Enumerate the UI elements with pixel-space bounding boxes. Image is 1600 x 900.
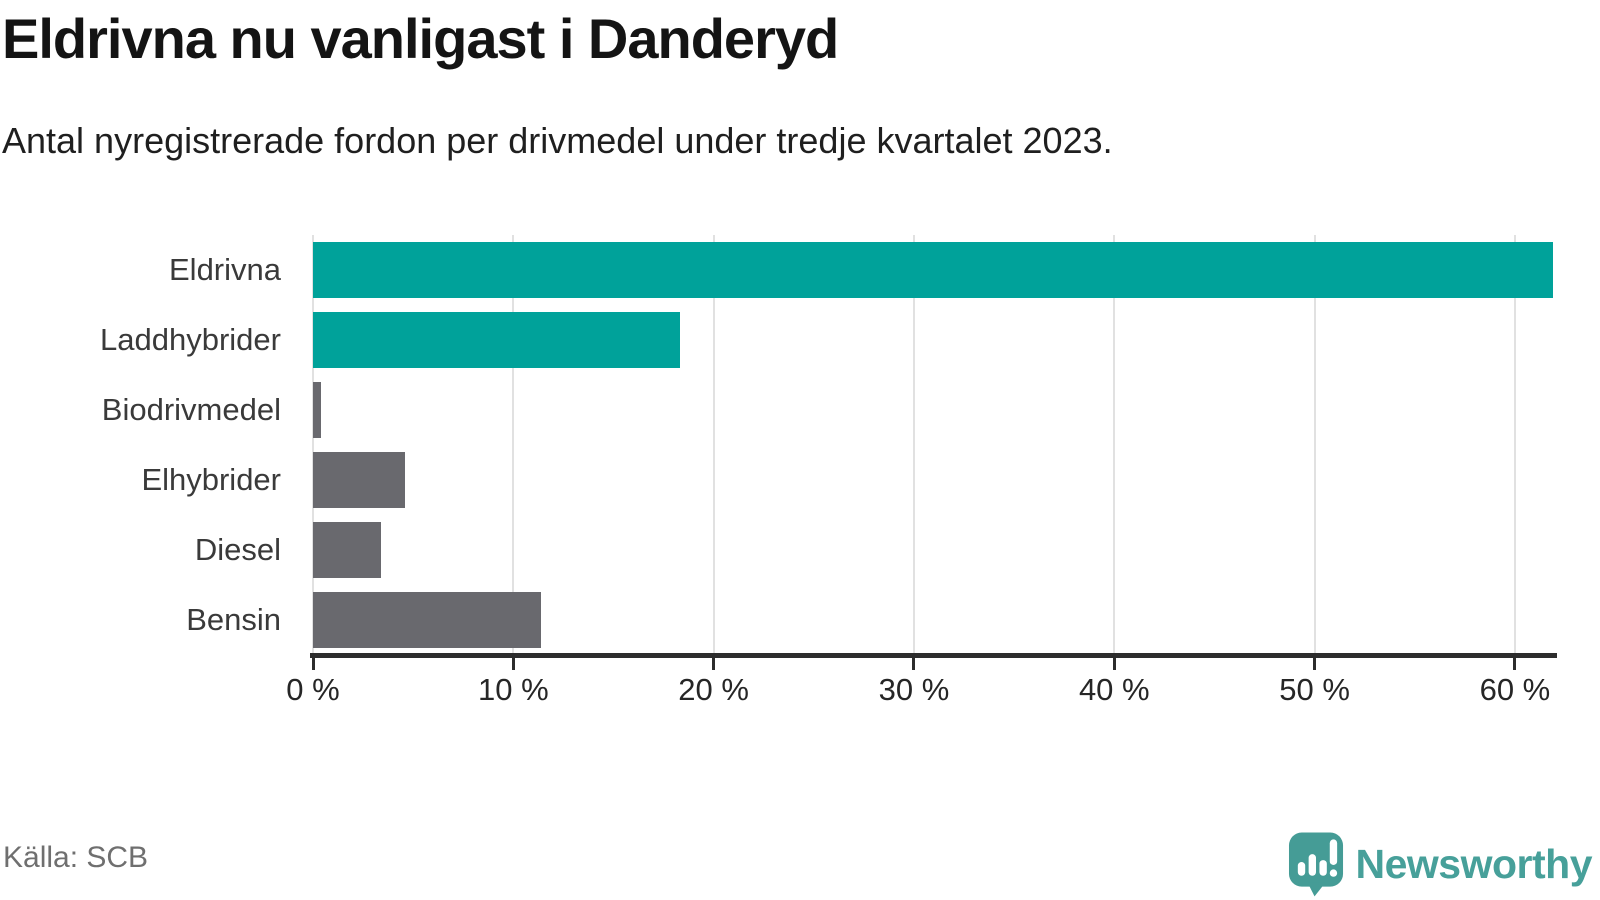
newsworthy-logo-text: Newsworthy bbox=[1355, 840, 1593, 887]
x-tickmark-40 bbox=[1112, 658, 1116, 670]
x-axis: 0 % 10 % 20 % 30 % 40 % 50 % 60 % bbox=[286, 658, 1555, 718]
category-label-eldrivna: Eldrivna bbox=[169, 252, 281, 287]
newsworthy-logo: Newsworthy bbox=[1288, 831, 1593, 897]
plot-area bbox=[312, 235, 1555, 655]
category-label-diesel: Diesel bbox=[194, 532, 281, 567]
x-tickmark-0 bbox=[311, 658, 315, 670]
x-tickmark-50 bbox=[1313, 658, 1317, 670]
gridline-30 bbox=[912, 235, 915, 655]
x-tick-label-0: 0 % bbox=[286, 672, 340, 707]
bar-bensin bbox=[313, 592, 542, 648]
x-tick-label-60: 60 % bbox=[1479, 672, 1551, 707]
x-tickmark-60 bbox=[1513, 658, 1517, 670]
gridline-0 bbox=[312, 235, 314, 655]
x-axis-line bbox=[310, 653, 1557, 658]
newsworthy-logo-icon bbox=[1288, 832, 1343, 897]
x-tick-label-10: 10 % bbox=[477, 672, 549, 707]
chart-title: Eldrivna nu vanligast i Danderyd bbox=[2, 7, 839, 70]
x-tick-label-40: 40 % bbox=[1078, 672, 1150, 707]
gridline-60 bbox=[1513, 235, 1516, 655]
gridline-20 bbox=[712, 235, 715, 655]
source-text: Källa: SCB bbox=[3, 841, 149, 874]
category-label-laddhybrider: Laddhybrider bbox=[100, 322, 281, 357]
bar-laddhybrider bbox=[313, 312, 680, 368]
gridline-50 bbox=[1313, 235, 1316, 655]
bar-diesel bbox=[313, 522, 382, 578]
category-label-bensin: Bensin bbox=[186, 602, 281, 637]
bar-biodrivmedel bbox=[313, 382, 321, 438]
gridline-40 bbox=[1113, 235, 1116, 655]
x-tick-label-20: 20 % bbox=[678, 672, 749, 707]
x-tickmark-30 bbox=[912, 658, 916, 670]
chart-subtitle: Antal nyregistrerade fordon per drivmede… bbox=[2, 120, 1113, 161]
x-tick-label-50: 50 % bbox=[1279, 672, 1350, 707]
x-tick-label-30: 30 % bbox=[878, 672, 950, 707]
gridline-10 bbox=[512, 235, 515, 655]
x-tickmark-20 bbox=[712, 658, 716, 670]
x-tickmark-10 bbox=[511, 658, 515, 670]
category-label-biodrivmedel: Biodrivmedel bbox=[101, 392, 281, 427]
bar-elhybrider bbox=[313, 452, 406, 508]
bar-eldrivna bbox=[313, 242, 1553, 298]
category-label-elhybrider: Elhybrider bbox=[141, 462, 281, 497]
